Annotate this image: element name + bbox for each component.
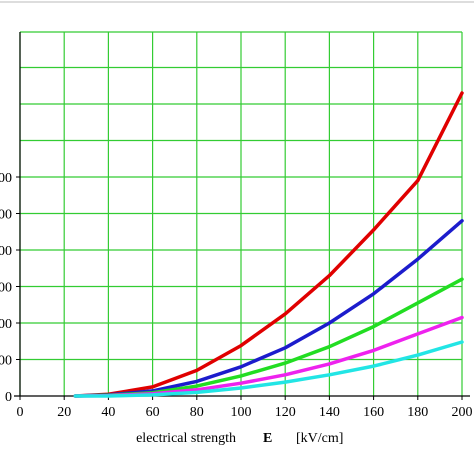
series-line-0 — [73, 91, 464, 398]
y-tick-label-3: 00 — [0, 281, 12, 296]
x-tick-label-8: 160 — [363, 405, 384, 420]
y-tick-label-6: 00 — [0, 171, 12, 186]
x-tick-label-9: 180 — [407, 405, 428, 420]
x-tick-label-7: 140 — [319, 405, 340, 420]
y-tick-label-2: 00 — [0, 317, 12, 332]
y-tick-label-1: 00 — [0, 354, 12, 369]
x-tick-label-5: 100 — [231, 405, 252, 420]
x-tick-label-1: 20 — [57, 405, 71, 420]
y-tick-label-0: 0 — [5, 390, 12, 405]
x-tick-label-2: 40 — [101, 405, 115, 420]
x-tick-label-6: 120 — [275, 405, 296, 420]
x-axis-label-unit: [kV/cm] — [296, 431, 343, 446]
series-line-4 — [73, 340, 464, 398]
y-tick-label-5: 00 — [0, 208, 12, 223]
x-axis-label-symbol: E — [263, 431, 272, 446]
x-tick-label-3: 60 — [146, 405, 160, 420]
x-tick-label-10: 200 — [452, 405, 473, 420]
x-axis-label-text: electrical strength — [136, 431, 236, 446]
x-tick-label-4: 80 — [190, 405, 204, 420]
x-tick-label-0: 0 — [17, 405, 24, 420]
y-tick-label-4: 00 — [0, 244, 12, 259]
